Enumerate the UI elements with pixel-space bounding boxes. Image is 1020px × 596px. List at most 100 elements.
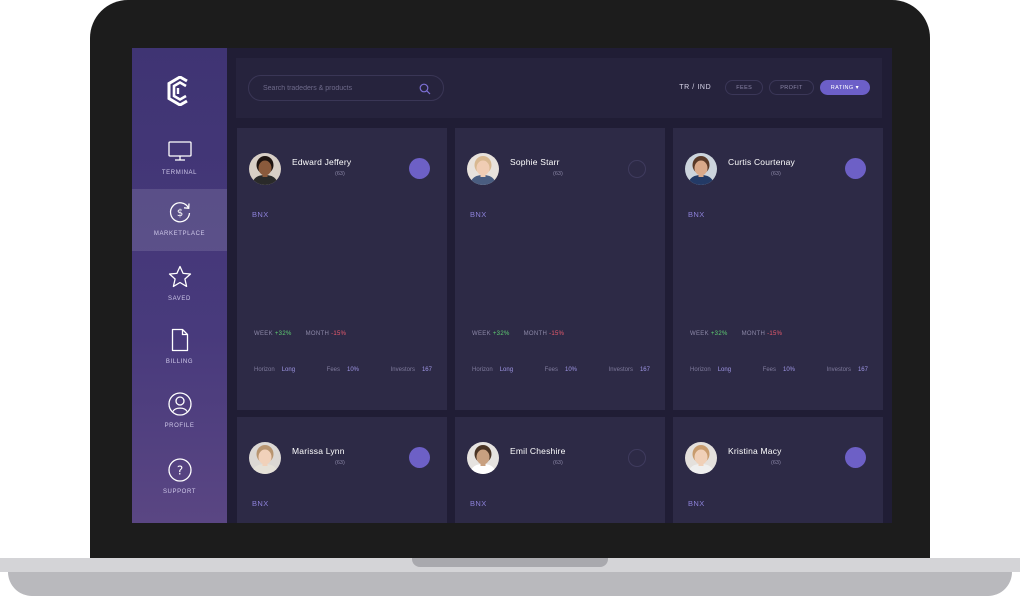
star-filled-icon (744, 170, 751, 177)
star-filled-icon (744, 459, 751, 466)
ticker-symbol: BNX (688, 210, 705, 219)
filter-chip-profit[interactable]: PROFIT (769, 80, 814, 95)
question-icon: ? (167, 458, 192, 482)
performance-stats: WEEK +32% MONTH -15% (690, 331, 782, 337)
sidebar-item-label: SUPPORT (162, 489, 197, 495)
star-filled-icon (728, 459, 735, 466)
star-filled-icon (526, 170, 533, 177)
month-label: MONTH (305, 331, 330, 337)
star-empty-icon (752, 459, 759, 466)
week-value: +32% (492, 331, 510, 337)
filter-chip-fees[interactable]: FEES (725, 80, 764, 95)
favorite-button[interactable] (628, 449, 646, 467)
horizon-label: Horizon (472, 367, 493, 373)
trader-card[interactable]: Curtis Courtenay (63) BNX WEEK +32% MONTH -15%… (673, 128, 883, 410)
trader-meta: Horizon Long Fees 10% Investors 167 (472, 367, 650, 373)
month-value: -15% (549, 331, 565, 337)
chevron-down-icon: ▾ (855, 85, 859, 91)
monitor-icon (167, 141, 192, 161)
star-rating: (63) (292, 459, 345, 466)
favorite-button[interactable] (409, 158, 430, 179)
trader-card[interactable]: Emil Cheshire (63) BNX (455, 417, 665, 523)
horizon-value: Long (499, 367, 514, 373)
investors-value: 167 (639, 367, 650, 373)
trader-card[interactable]: Sophie Starr (63) BNX WEEK +32% MONTH -15% Hori… (455, 128, 665, 410)
laptop-base (0, 558, 1020, 596)
sidebar-item-label: SAVED (168, 296, 191, 302)
star-rating: (63) (292, 170, 345, 177)
sidebar-item-saved[interactable]: SAVED (132, 254, 227, 316)
week-label: WEEK (690, 331, 709, 337)
ticker-symbol: BNX (252, 499, 269, 508)
fees-meta: Fees 10% (763, 367, 795, 373)
fees-value: 10% (565, 367, 578, 373)
favorite-button[interactable] (845, 158, 866, 179)
month-value: -15% (767, 331, 783, 337)
star-filled-icon (510, 459, 517, 466)
fees-value: 10% (783, 367, 796, 373)
horizon-value: Long (281, 367, 296, 373)
ticker-symbol: BNX (252, 210, 269, 219)
trader-name: Emil Cheshire (510, 446, 566, 456)
user-circle-icon (167, 392, 192, 416)
review-count: (63) (553, 170, 563, 177)
favorite-button[interactable] (409, 447, 430, 468)
filter-chip-rating[interactable]: RATING ▾ (819, 80, 870, 95)
month-label: MONTH (523, 331, 548, 337)
fees-meta: Fees 10% (545, 367, 577, 373)
investors-meta: Investors 167 (391, 367, 432, 373)
brand-logo-icon (167, 76, 188, 106)
investors-meta: Investors 167 (609, 367, 650, 373)
investors-label: Investors (826, 367, 851, 373)
review-count: (63) (335, 170, 345, 177)
search-icon[interactable] (419, 83, 431, 95)
review-count: (63) (553, 459, 563, 466)
sidebar-item-terminal[interactable]: TERMINAL (132, 128, 227, 190)
trader-card[interactable]: Kristina Macy (63) BNX (673, 417, 883, 523)
sidebar-item-marketplace[interactable]: $ MARKETPLACE (132, 189, 227, 251)
sidebar: TERMINAL $ MARKETPLACE SAVED BILLING PRO… (132, 48, 227, 523)
sidebar-item-profile[interactable]: PROFILE (132, 381, 227, 443)
sidebar-item-support[interactable]: ? SUPPORT (132, 447, 227, 509)
trader-name: Marissa Lynn (292, 446, 345, 456)
month-stat: MONTH -15% (306, 331, 347, 337)
star-icon (168, 265, 191, 288)
week-stat: WEEK +32% (690, 331, 728, 337)
performance-chart (252, 236, 431, 318)
star-filled-icon (518, 459, 525, 466)
sidebar-item-label: PROFILE (164, 423, 195, 429)
star-filled-icon (736, 459, 743, 466)
week-value: +32% (274, 331, 292, 337)
trader-name: Sophie Starr (510, 157, 560, 167)
avatar (467, 153, 499, 185)
month-stat: MONTH -15% (524, 331, 565, 337)
review-count: (63) (771, 170, 781, 177)
star-empty-icon (324, 459, 331, 466)
star-icon (414, 163, 425, 174)
top-bar: TR / IND FEES PROFIT RATING▾ (236, 58, 882, 118)
trader-name: Curtis Courtenay (728, 157, 795, 167)
filter-label: TR / IND (679, 84, 712, 91)
avatar (685, 153, 717, 185)
search-box (248, 75, 444, 101)
trader-card[interactable]: Edward Jeffery (63) BNX WEEK +32% MONTH -15% Ho… (237, 128, 447, 410)
month-label: MONTH (741, 331, 766, 337)
review-count: (63) (335, 459, 345, 466)
sidebar-item-billing[interactable]: BILLING (132, 317, 227, 379)
star-filled-icon (308, 459, 315, 466)
star-filled-icon (292, 170, 299, 177)
trader-card[interactable]: Marissa Lynn (63) BNX (237, 417, 447, 523)
sidebar-item-label: MARKETPLACE (153, 231, 206, 237)
avatar (467, 442, 499, 474)
performance-stats: WEEK +32% MONTH -15% (472, 331, 564, 337)
review-count: (63) (771, 459, 781, 466)
ticker-symbol: BNX (470, 210, 487, 219)
sidebar-item-label: TERMINAL (161, 170, 198, 176)
favorite-button[interactable] (845, 447, 866, 468)
star-empty-icon (542, 459, 549, 466)
star-rating: (63) (728, 170, 781, 177)
favorite-button[interactable] (628, 160, 646, 178)
star-filled-icon (736, 170, 743, 177)
dollar-refresh-icon: $ (169, 202, 190, 223)
search-input[interactable] (263, 84, 413, 92)
